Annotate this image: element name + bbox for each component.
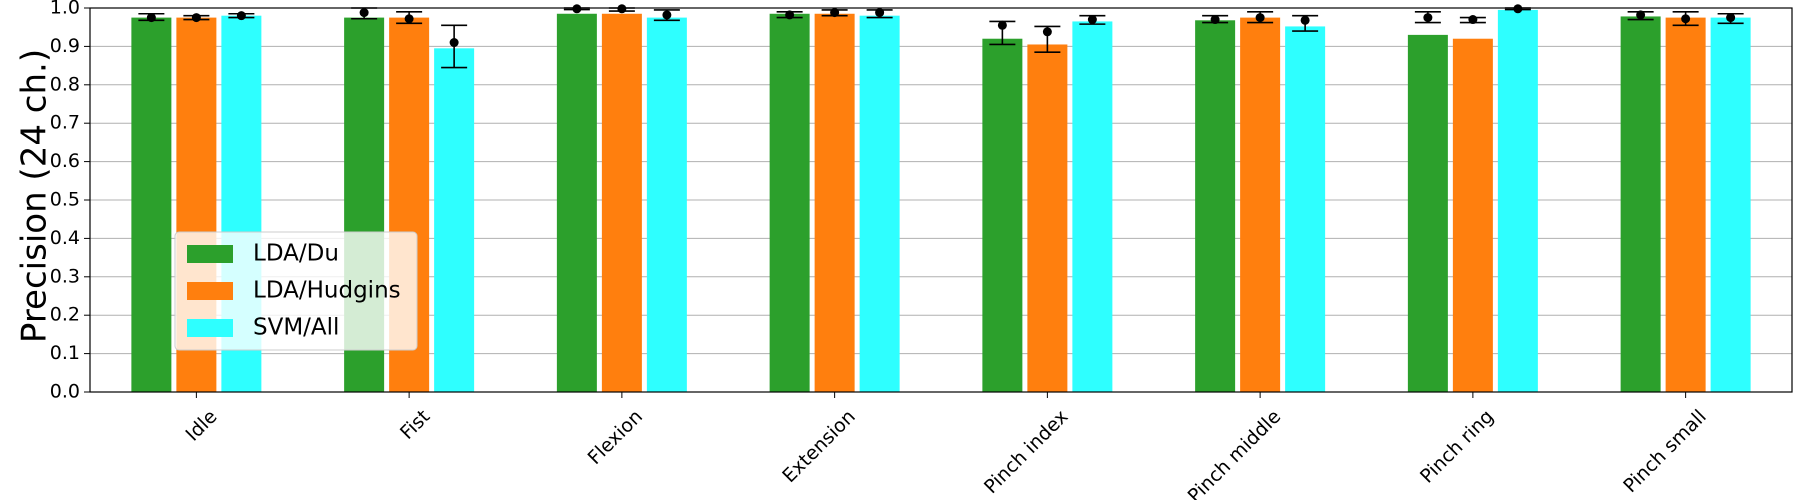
mean-marker	[1042, 27, 1052, 37]
mean-marker	[662, 10, 672, 20]
y-tick-label: 0.0	[50, 381, 80, 403]
x-tick-label: Flexion	[584, 406, 647, 469]
x-tick-label: Pinch ring	[1416, 406, 1498, 488]
x-tick-label: Pinch small	[1619, 406, 1711, 498]
mean-marker	[1210, 15, 1220, 25]
y-tick-label: 0.3	[50, 265, 80, 287]
mean-marker	[785, 10, 795, 20]
bar	[601, 13, 642, 392]
bar	[982, 38, 1023, 392]
bar	[556, 13, 597, 392]
y-tick-label: 0.8	[50, 73, 80, 95]
mean-marker	[617, 4, 627, 14]
bar	[1407, 34, 1448, 392]
x-tick-label: Pinch middle	[1184, 406, 1286, 500]
x-tick-label: Extension	[778, 406, 860, 488]
bar	[769, 13, 810, 392]
bar	[1497, 9, 1538, 392]
x-tick-label: Idle	[181, 406, 221, 446]
y-tick-label: 0.4	[50, 227, 80, 249]
mean-marker	[191, 13, 201, 23]
x-tick-label: Fist	[396, 406, 434, 444]
x-tick-label: Pinch index	[980, 406, 1073, 499]
mean-marker	[359, 8, 369, 18]
legend-swatch	[187, 282, 233, 300]
legend-swatch	[187, 245, 233, 263]
bar	[1710, 17, 1751, 392]
mean-marker	[1423, 13, 1433, 23]
bar	[1027, 44, 1068, 392]
plot-frame	[89, 7, 1793, 393]
mean-marker	[875, 8, 885, 18]
bar	[1195, 20, 1236, 393]
mean-marker	[1681, 14, 1691, 24]
legend-label: LDA/Du	[253, 241, 339, 267]
mean-marker	[1300, 15, 1310, 25]
mean-marker	[236, 11, 246, 21]
legend-swatch	[187, 319, 233, 337]
mean-marker	[449, 38, 459, 48]
mean-marker	[1636, 10, 1646, 20]
bar	[131, 17, 172, 392]
y-tick-label: 0.5	[50, 189, 80, 211]
mean-marker	[1255, 13, 1265, 23]
mean-marker	[997, 20, 1007, 30]
mean-marker	[572, 4, 582, 14]
bar	[1452, 38, 1493, 392]
bar	[1072, 21, 1113, 392]
y-tick-label: 0.1	[50, 342, 80, 364]
legend-box	[174, 231, 418, 351]
mean-marker	[1087, 15, 1097, 25]
mean-marker	[1726, 13, 1736, 23]
y-tick-label: 0.6	[50, 150, 80, 172]
y-axis-label: Precision (24 ch.)	[15, 49, 55, 343]
mean-marker	[1468, 15, 1478, 25]
mean-marker	[1513, 4, 1523, 14]
mean-marker	[830, 8, 840, 18]
mean-marker	[404, 14, 414, 24]
bar	[646, 17, 687, 392]
bar	[434, 48, 475, 392]
bar	[1620, 16, 1661, 393]
legend: LDA/Du LDA/Hudgins SVM/All	[174, 231, 418, 351]
y-tick-label: 1.0	[50, 0, 80, 19]
legend-label: LDA/Hudgins	[253, 278, 401, 304]
mean-marker	[146, 13, 156, 23]
bar	[1285, 26, 1326, 392]
y-tick-label: 0.2	[50, 304, 80, 326]
legend-label: SVM/All	[253, 315, 339, 341]
bar	[1240, 17, 1281, 392]
bar	[859, 15, 900, 393]
bar	[814, 13, 855, 392]
y-tick-label: 0.7	[50, 112, 80, 134]
y-tick-label: 0.9	[50, 35, 80, 57]
bar	[1665, 17, 1706, 392]
